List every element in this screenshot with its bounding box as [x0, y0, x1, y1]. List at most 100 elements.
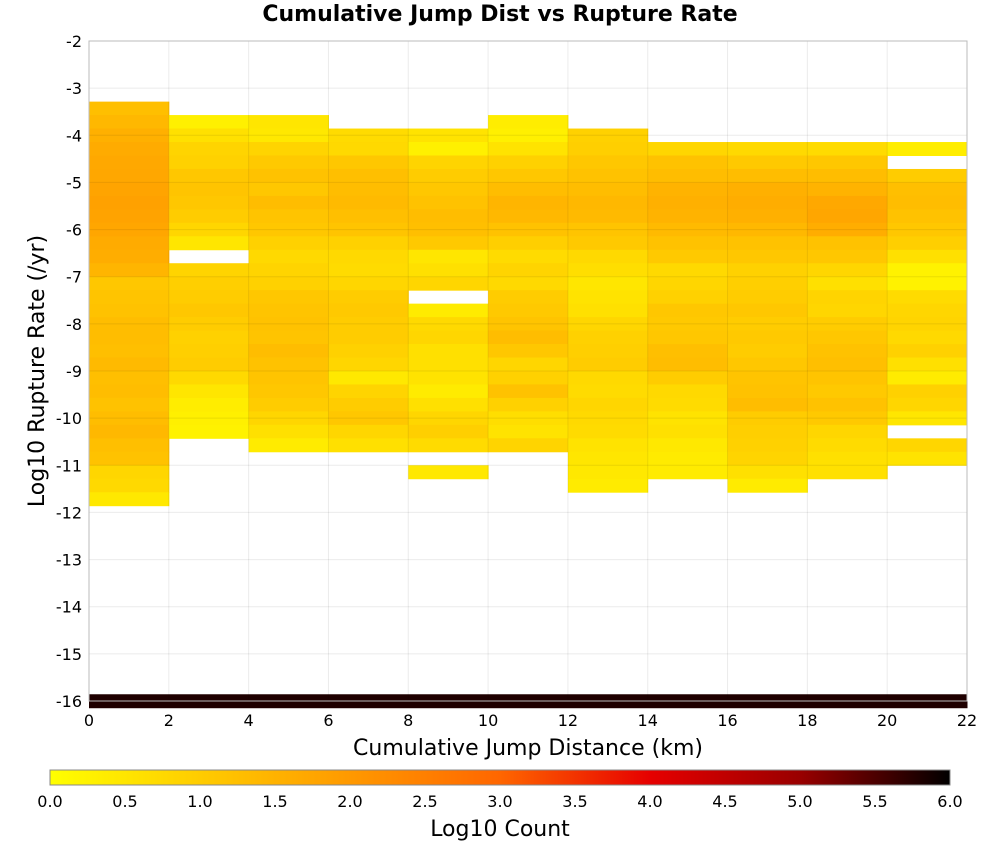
heatmap-cell	[647, 397, 729, 412]
heatmap-cell	[408, 465, 489, 480]
colorbar-tick-label: 3.5	[562, 792, 587, 811]
heatmap-cell	[727, 142, 808, 156]
heatmap-cell	[89, 438, 170, 453]
heatmap-cell	[168, 236, 250, 251]
heatmap-cell	[488, 357, 569, 372]
heatmap-cell	[647, 370, 729, 385]
heatmap-cell	[328, 344, 409, 359]
heatmap-cell	[807, 344, 888, 359]
heatmap-cell	[248, 330, 329, 345]
colorbar-tick-label: 4.5	[712, 792, 737, 811]
heatmap-cell	[328, 370, 409, 385]
colorbar-tick-label: 5.5	[862, 792, 887, 811]
heatmap-cell	[567, 384, 649, 399]
y-tick-label: -15	[56, 645, 82, 664]
y-tick-label: -2	[66, 32, 82, 51]
heatmap-cell	[567, 330, 649, 345]
y-tick-label: -5	[66, 173, 82, 192]
heatmap-cell	[168, 168, 250, 183]
heatmap-cell	[807, 411, 888, 426]
x-axis-title: Cumulative Jump Distance (km)	[353, 736, 703, 761]
heatmap-cell	[488, 330, 569, 345]
heatmap-cell	[567, 411, 649, 426]
heatmap-cell	[807, 451, 888, 466]
colorbar-tick-label: 3.0	[487, 792, 512, 811]
heatmap-cell	[727, 195, 808, 210]
heatmap-cell	[488, 397, 569, 412]
heatmap-cell	[248, 155, 329, 170]
heatmap-cell	[89, 209, 170, 224]
heatmap-cell	[488, 290, 569, 305]
heatmap-cell	[89, 371, 170, 385]
heatmap-cell	[408, 182, 489, 197]
heatmap-cell	[647, 344, 729, 359]
heatmap-cell	[647, 209, 729, 224]
heatmap-cell	[727, 397, 808, 412]
heatmap-cell	[567, 209, 649, 224]
heatmap-cell	[408, 236, 489, 251]
heatmap-cell	[408, 222, 489, 237]
heatmap-cell	[408, 438, 489, 453]
heatmap-cell	[727, 209, 808, 224]
heatmap-cell	[89, 155, 170, 170]
heatmap-cell	[408, 168, 489, 183]
heatmap-cell	[89, 195, 170, 210]
x-tick-label: 14	[638, 711, 658, 730]
heatmap-cell	[807, 168, 888, 183]
heatmap-cell	[89, 303, 170, 318]
heatmap-cell	[328, 263, 409, 278]
heatmap-cell	[488, 249, 569, 264]
heatmap-cell	[248, 115, 329, 130]
heatmap-cell	[727, 465, 808, 480]
heatmap-cell	[408, 384, 489, 399]
heatmap-cell	[168, 155, 250, 170]
heatmap-cell	[807, 182, 888, 197]
y-tick-label: -13	[56, 551, 82, 570]
heatmap-cell	[647, 142, 729, 156]
heatmap-cell	[328, 142, 409, 156]
heatmap-cell	[807, 465, 888, 480]
heatmap-cell	[328, 128, 409, 143]
heatmap-cell	[328, 397, 409, 412]
heatmap-cell	[168, 263, 250, 278]
heatmap-cell	[89, 290, 170, 305]
heatmap-cell	[647, 465, 729, 480]
heatmap-cell	[887, 330, 968, 345]
heatmap-cell	[168, 330, 250, 345]
heatmap-cell	[727, 182, 808, 197]
heatmap-cell	[887, 344, 968, 359]
heatmap-cell	[567, 451, 649, 466]
heatmap-cell	[408, 317, 489, 332]
heatmap-cell	[647, 195, 729, 210]
heatmap-cell	[408, 330, 489, 345]
heatmap-cell	[807, 222, 888, 237]
heatmap-cell	[488, 128, 569, 143]
heatmap-cell	[248, 384, 329, 399]
heatmap-cell	[488, 263, 569, 278]
heatmap-cell	[567, 155, 649, 170]
heatmap-cell	[567, 290, 649, 305]
heatmap-cell	[887, 168, 968, 183]
heatmap-cell	[647, 303, 729, 318]
heatmap-cell	[168, 276, 250, 291]
colorbar-tick-label: 2.5	[412, 792, 437, 811]
heatmap-cell	[567, 424, 649, 439]
heatmap-cell	[248, 249, 329, 264]
heatmap-cell	[328, 276, 409, 291]
heatmap-cell	[328, 209, 409, 224]
heatmap-cell	[248, 411, 329, 426]
heatmap-cell	[727, 276, 808, 291]
heatmap-cell	[887, 411, 968, 426]
heatmap-cell	[89, 478, 170, 493]
x-tick-label: 8	[403, 711, 413, 730]
heatmap-cell	[647, 357, 729, 372]
heatmap-cell	[328, 303, 409, 318]
heatmap-cell	[89, 115, 170, 130]
heatmap-cell	[488, 344, 569, 358]
heatmap-cell	[647, 155, 729, 170]
heatmap-cell	[647, 168, 729, 183]
heatmap-cell	[328, 222, 409, 237]
heatmap-cell	[567, 276, 649, 291]
heatmap-cell	[727, 451, 808, 466]
